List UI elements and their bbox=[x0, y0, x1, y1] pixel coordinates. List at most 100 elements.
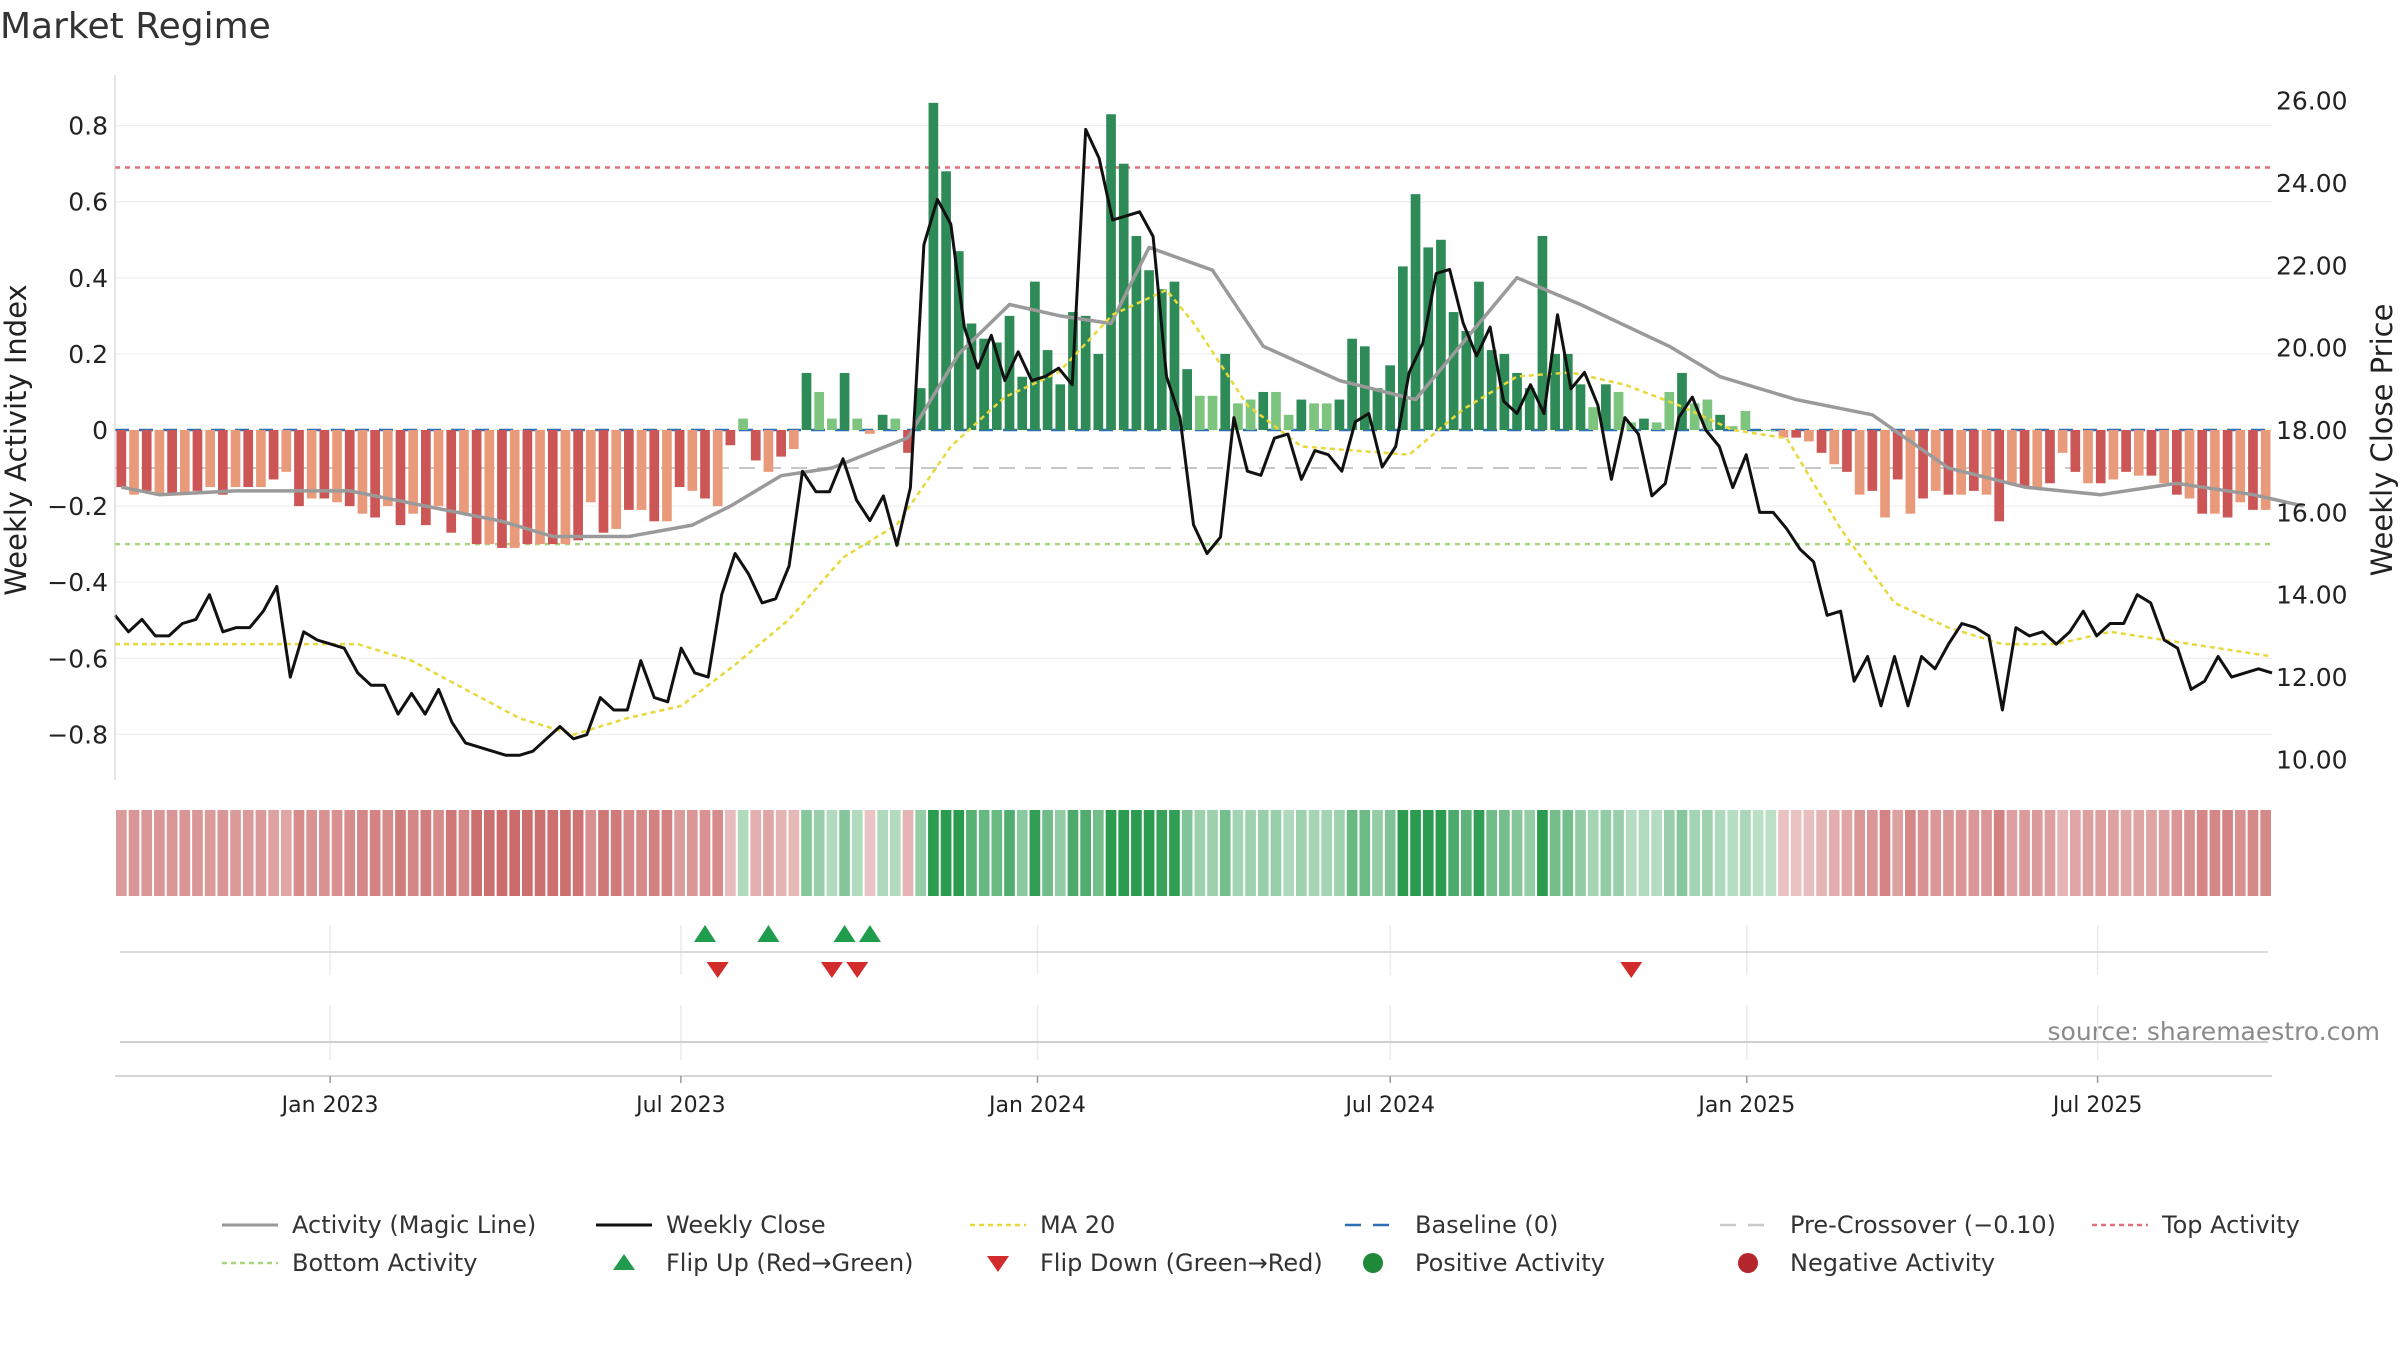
regime-cell bbox=[1486, 810, 1498, 896]
activity-bar bbox=[256, 430, 266, 488]
activity-bar bbox=[230, 430, 241, 488]
regime-cell bbox=[255, 810, 267, 896]
activity-bar bbox=[1778, 430, 1789, 438]
axes: 0.8 0.6 0.4 0.2 0 −0.2 −0.4 −0.6 −0.8 26.00 24.00 2… bbox=[47, 75, 2348, 1118]
activity-bar bbox=[471, 430, 482, 545]
legend-label: Positive Activity bbox=[1415, 1249, 1605, 1277]
activity-bar bbox=[268, 430, 279, 480]
regime-cell bbox=[2044, 810, 2056, 896]
activity-bar bbox=[966, 323, 977, 430]
activity-bars bbox=[116, 102, 2271, 548]
regime-cell bbox=[572, 810, 584, 896]
regime-cell bbox=[991, 810, 1003, 896]
regime-cell bbox=[788, 810, 800, 896]
regime-cell bbox=[813, 810, 825, 896]
legend-label: Activity (Magic Line) bbox=[292, 1211, 536, 1239]
magic-line bbox=[120, 245, 2305, 539]
regime-cell bbox=[1600, 810, 1612, 896]
legend-label: Top Activity bbox=[2161, 1211, 2300, 1239]
regime-cell bbox=[179, 810, 191, 896]
regime-cell bbox=[864, 810, 876, 896]
regime-cell bbox=[1143, 810, 1155, 896]
regime-cell bbox=[2209, 810, 2221, 896]
y-axis-label-right: Weekly Close Price bbox=[2365, 304, 2399, 577]
y-tick-left: 0.2 bbox=[68, 340, 108, 369]
activity-bar bbox=[1499, 353, 1510, 430]
activity-bar bbox=[1702, 399, 1713, 430]
flip-up-marker bbox=[694, 925, 717, 942]
regime-cell bbox=[2095, 810, 2107, 896]
regime-cell bbox=[2260, 810, 2271, 896]
regime-cell bbox=[801, 810, 812, 896]
regime-cell bbox=[1752, 810, 1764, 896]
regime-cell bbox=[2069, 810, 2081, 896]
activity-bar bbox=[1436, 239, 1446, 430]
y-tick-right: 18.00 bbox=[2276, 416, 2348, 445]
regime-cell bbox=[534, 810, 546, 896]
regime-cell bbox=[889, 810, 901, 896]
activity-bar bbox=[700, 430, 710, 499]
activity-bar bbox=[662, 430, 672, 522]
regime-cell bbox=[407, 810, 419, 896]
regime-cell bbox=[1270, 810, 1282, 896]
activity-bar bbox=[941, 171, 951, 430]
y-axis-label-left: Weekly Activity Index bbox=[0, 284, 33, 595]
activity-bar bbox=[2171, 430, 2182, 495]
activity-bar bbox=[573, 430, 583, 541]
activity-bar bbox=[1715, 414, 1725, 430]
y-tick-left: −0.6 bbox=[47, 644, 108, 673]
regime-cell bbox=[1575, 810, 1586, 896]
activity-bar bbox=[865, 430, 875, 434]
regime-cell bbox=[877, 810, 888, 896]
regime-cell bbox=[1016, 810, 1028, 896]
regime-cell bbox=[1219, 810, 1231, 896]
regime-cell bbox=[483, 810, 495, 896]
x-tick-label: Jul 2025 bbox=[2051, 1093, 2143, 1118]
activity-bar bbox=[2032, 430, 2043, 488]
regime-cell bbox=[1435, 810, 1447, 896]
activity-bar bbox=[1169, 281, 1180, 430]
regime-cell bbox=[2006, 810, 2018, 896]
chart-title: Market Regime bbox=[0, 6, 271, 47]
bottom-panel bbox=[120, 1005, 2268, 1060]
regime-cell bbox=[128, 810, 140, 896]
regime-cell bbox=[978, 810, 990, 896]
regime-cell bbox=[319, 810, 330, 896]
activity-bar bbox=[459, 430, 469, 514]
activity-bar bbox=[2159, 430, 2169, 484]
flip-markers-panel bbox=[120, 925, 2268, 978]
regime-cell bbox=[1803, 810, 1815, 896]
regime-cell bbox=[306, 810, 318, 896]
regime-cell bbox=[141, 810, 153, 896]
regime-cell bbox=[1613, 810, 1624, 896]
regime-cell bbox=[1473, 810, 1485, 896]
legend-item: MA 20 bbox=[970, 1211, 1115, 1239]
regime-cell bbox=[598, 810, 609, 896]
regime-cell bbox=[915, 810, 927, 896]
activity-bar bbox=[1486, 350, 1497, 430]
activity-bar bbox=[1080, 315, 1091, 430]
regime-cell bbox=[902, 810, 914, 896]
regime-cell bbox=[268, 810, 279, 896]
activity-bar bbox=[1880, 430, 1890, 518]
regime-cell bbox=[1384, 810, 1396, 896]
regime-cell bbox=[1917, 810, 1929, 896]
activity-bar bbox=[953, 251, 964, 430]
regime-cell bbox=[648, 810, 660, 896]
regime-cell bbox=[674, 810, 685, 896]
activity-bar bbox=[1334, 399, 1345, 430]
activity-bar bbox=[1918, 430, 1928, 499]
regime-cell bbox=[1524, 810, 1536, 896]
activity-bar bbox=[903, 430, 913, 453]
activity-bar bbox=[1905, 430, 1916, 514]
gridlines bbox=[115, 125, 2272, 735]
regime-cell bbox=[2247, 810, 2259, 896]
activity-bar bbox=[1321, 403, 1332, 430]
legend-label: Baseline (0) bbox=[1415, 1211, 1558, 1239]
activity-bar bbox=[1195, 395, 1205, 430]
regime-cell bbox=[1981, 810, 1992, 896]
regime-cell bbox=[230, 810, 241, 896]
regime-cell bbox=[1460, 810, 1472, 896]
regime-cell bbox=[1067, 810, 1079, 896]
